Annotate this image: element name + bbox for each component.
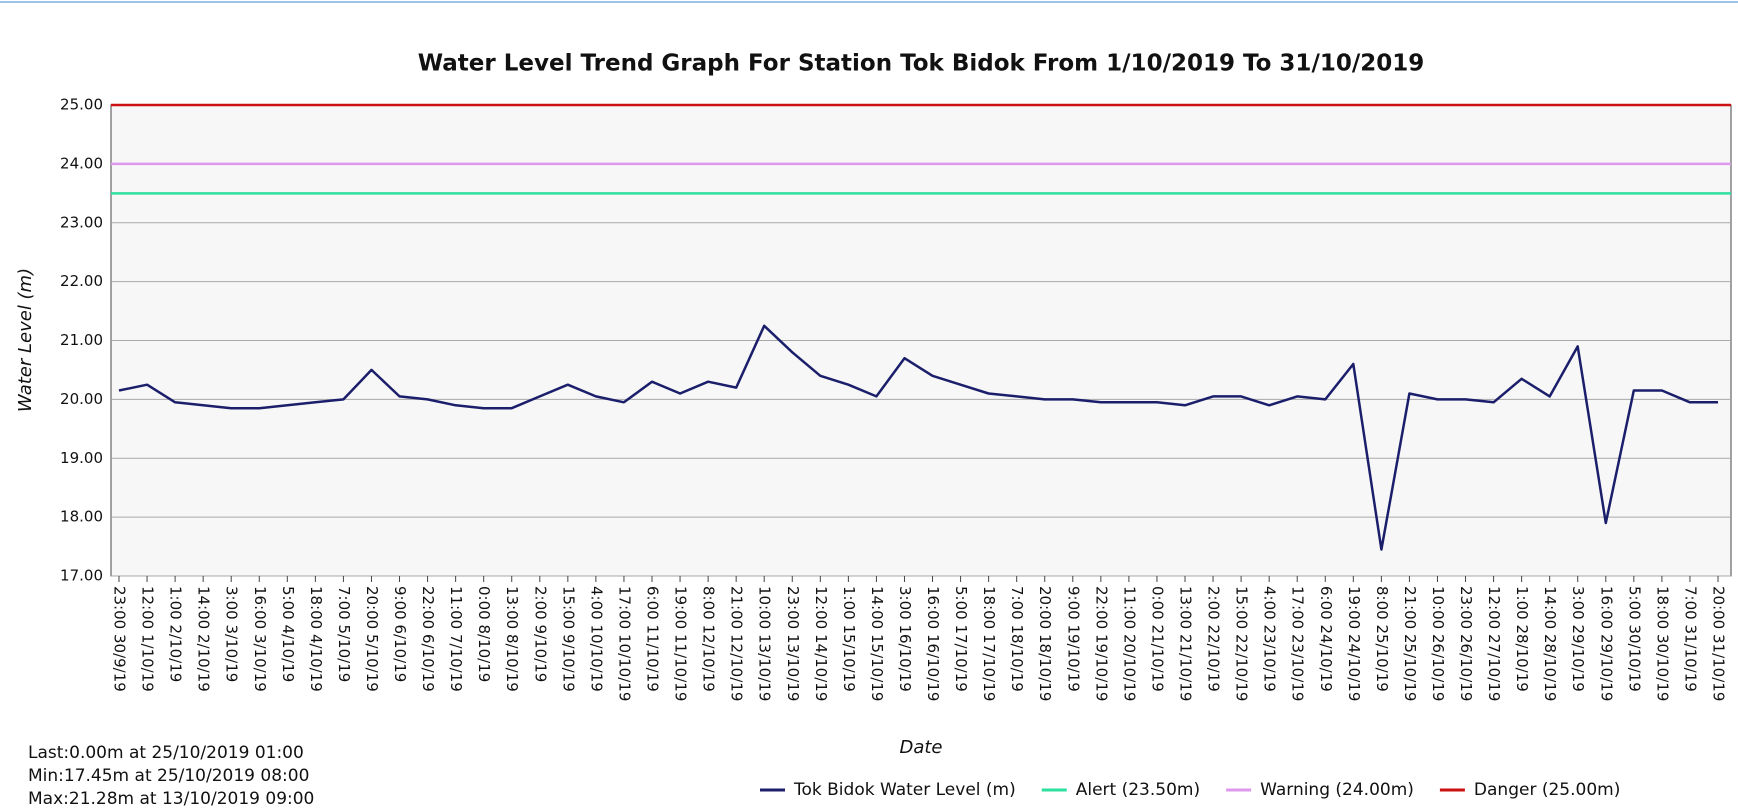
x-tick-label: 10:00 13/10/19 [756, 586, 774, 701]
x-tick-label: 10:00 26/10/19 [1429, 586, 1447, 701]
x-tick-label: 4:00 23/10/19 [1261, 586, 1279, 692]
x-tick-label: 11:00 20/10/19 [1120, 586, 1138, 701]
x-tick-label: 19:00 11/10/19 [672, 586, 690, 701]
x-tick-label: 18:00 30/10/19 [1653, 586, 1671, 701]
x-tick-label: 13:00 8/10/19 [503, 586, 521, 692]
x-tick-label: 9:00 6/10/19 [391, 586, 409, 682]
legend-label: Alert (23.50m) [1076, 780, 1200, 800]
x-tick-label: 17:00 10/10/19 [615, 586, 633, 701]
x-tick-label: 15:00 9/10/19 [559, 586, 577, 692]
x-tick-label: 23:00 13/10/19 [784, 586, 802, 701]
x-tick-label: 12:00 27/10/19 [1485, 586, 1503, 701]
page: Water Level Trend Graph For Station Tok … [0, 0, 1738, 811]
y-tick-label: 18.00 [60, 508, 103, 526]
x-tick-label: 5:00 4/10/19 [279, 586, 297, 682]
y-tick-label: 23.00 [60, 213, 103, 231]
stats-note: Min:17.45m at 25/10/2019 08:00 [28, 766, 309, 786]
x-axis-title: Date [899, 737, 942, 758]
x-tick-label: 20:00 5/10/19 [363, 586, 381, 692]
x-tick-label: 23:00 30/9/19 [111, 586, 129, 692]
y-tick-label: 22.00 [60, 272, 103, 290]
x-tick-label: 22:00 6/10/19 [419, 586, 437, 692]
x-tick-label: 0:00 8/10/19 [475, 586, 493, 682]
x-tick-label: 14:00 2/10/19 [195, 586, 213, 692]
x-tick-label: 12:00 1/10/19 [139, 586, 157, 692]
legend-label: Warning (24.00m) [1260, 780, 1414, 800]
x-tick-label: 11:00 7/10/19 [447, 586, 465, 692]
x-tick-label: 16:00 3/10/19 [251, 586, 269, 692]
x-tick-label: 7:00 5/10/19 [335, 586, 353, 682]
x-tick-label: 1:00 28/10/19 [1513, 586, 1531, 692]
x-tick-label: 6:00 11/10/19 [644, 586, 662, 692]
x-tick-label: 2:00 9/10/19 [531, 586, 549, 682]
stats-note: Max:21.28m at 13/10/2019 09:00 [28, 789, 314, 809]
legend-label: Danger (25.00m) [1474, 780, 1620, 800]
x-tick-label: 16:00 29/10/19 [1597, 586, 1615, 701]
x-tick-label: 7:00 31/10/19 [1681, 586, 1699, 692]
chart: Water Level Trend Graph For Station Tok … [0, 0, 1738, 811]
x-tick-label: 21:00 12/10/19 [728, 586, 746, 701]
stats-note: Last:0.00m at 25/10/2019 01:00 [28, 743, 304, 763]
x-tick-label: 17:00 23/10/19 [1289, 586, 1307, 701]
x-tick-label: 18:00 4/10/19 [307, 586, 325, 692]
x-tick-label: 22:00 19/10/19 [1092, 586, 1110, 701]
y-axis-title: Water Level (m) [15, 268, 36, 412]
x-tick-label: 5:00 17/10/19 [952, 586, 970, 692]
y-tick-label: 20.00 [60, 390, 103, 408]
x-tick-label: 0:00 21/10/19 [1148, 586, 1166, 692]
chart-title: Water Level Trend Graph For Station Tok … [418, 51, 1425, 77]
x-tick-label: 12:00 14/10/19 [812, 586, 830, 701]
x-tick-label: 3:00 29/10/19 [1569, 586, 1587, 692]
x-tick-label: 18:00 17/10/19 [980, 586, 998, 701]
x-tick-label: 3:00 16/10/19 [896, 586, 914, 692]
x-tick-label: 2:00 22/10/19 [1205, 586, 1223, 692]
x-tick-label: 8:00 25/10/19 [1373, 586, 1391, 692]
x-tick-label: 23:00 26/10/19 [1457, 586, 1475, 701]
x-tick-label: 14:00 28/10/19 [1541, 586, 1559, 701]
x-tick-label: 13:00 21/10/19 [1177, 586, 1195, 701]
x-tick-label: 8:00 12/10/19 [700, 586, 718, 692]
x-tick-label: 1:00 2/10/19 [167, 586, 185, 682]
x-tick-label: 4:00 10/10/19 [587, 586, 605, 692]
y-tick-label: 21.00 [60, 331, 103, 349]
x-tick-label: 20:00 18/10/19 [1036, 586, 1054, 701]
x-tick-label: 20:00 31/10/19 [1710, 586, 1728, 701]
y-tick-label: 19.00 [60, 449, 103, 467]
y-tick-label: 17.00 [60, 567, 103, 585]
x-tick-label: 9:00 19/10/19 [1064, 586, 1082, 692]
x-tick-label: 5:00 30/10/19 [1625, 586, 1643, 692]
x-tick-label: 3:00 3/10/19 [223, 586, 241, 682]
x-tick-label: 14:00 15/10/19 [868, 586, 886, 701]
legend-label: Tok Bidok Water Level (m) [793, 780, 1016, 800]
y-tick-label: 25.00 [60, 96, 103, 114]
y-tick-label: 24.00 [60, 154, 103, 172]
x-tick-label: 7:00 18/10/19 [1008, 586, 1026, 692]
x-tick-label: 6:00 24/10/19 [1317, 586, 1335, 692]
x-tick-label: 16:00 16/10/19 [924, 586, 942, 701]
x-tick-label: 21:00 25/10/19 [1401, 586, 1419, 701]
x-tick-label: 15:00 22/10/19 [1233, 586, 1251, 701]
x-tick-label: 1:00 15/10/19 [840, 586, 858, 692]
x-tick-label: 19:00 24/10/19 [1345, 586, 1363, 701]
